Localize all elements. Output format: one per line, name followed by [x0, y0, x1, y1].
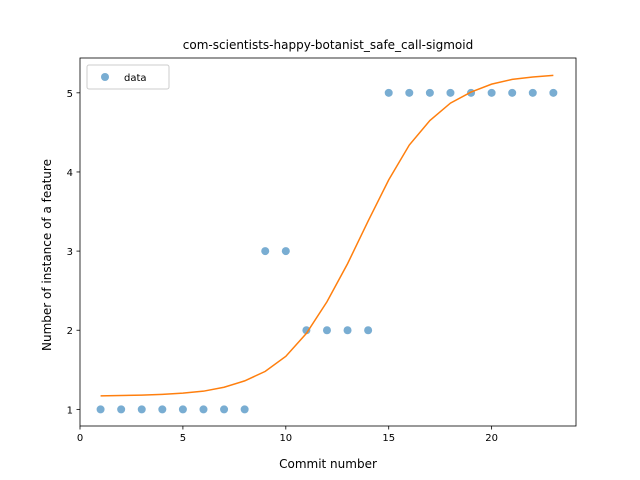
legend-marker — [101, 73, 109, 81]
data-point — [96, 405, 105, 414]
data-point — [364, 326, 373, 335]
data-point — [528, 88, 537, 97]
x-axis-label: Commit number — [279, 457, 377, 471]
data-point — [240, 405, 249, 414]
fit-line — [100, 74, 554, 397]
data-point — [220, 405, 229, 414]
legend: data — [86, 64, 170, 90]
y-tick-label: 2 — [67, 326, 73, 337]
data-point — [302, 326, 311, 335]
y-tick-label: 4 — [67, 168, 73, 179]
data-point — [425, 88, 434, 97]
data-point — [487, 88, 496, 97]
chart-title: com-scientists-happy-botanist_safe_call-… — [183, 38, 473, 52]
x-tick-label: 10 — [279, 433, 292, 444]
x-tick-label: 5 — [180, 433, 186, 444]
data-point — [199, 405, 208, 414]
data-point — [281, 247, 290, 256]
x-tick-label: 15 — [382, 433, 395, 444]
x-tick-label: 20 — [485, 433, 498, 444]
data-point — [178, 405, 187, 414]
data-point — [137, 405, 146, 414]
data-point — [343, 326, 352, 335]
axes: 0 5 10 15 20 1 2 3 4 5 — [67, 57, 577, 444]
axes-frame — [79, 57, 577, 427]
data-point — [384, 88, 393, 97]
data-point — [549, 88, 558, 97]
x-tick-label: 0 — [77, 433, 83, 444]
data-point — [322, 326, 331, 335]
y-tick-label: 3 — [67, 247, 73, 258]
plot-area — [96, 74, 558, 414]
data-point — [508, 88, 517, 97]
data-point — [117, 405, 126, 414]
data-point — [405, 88, 414, 97]
data-point — [158, 405, 167, 414]
y-tick-label: 5 — [67, 89, 73, 100]
legend-box — [86, 64, 170, 90]
data-point — [446, 88, 455, 97]
data-point — [261, 247, 270, 256]
legend-label: data — [124, 73, 147, 84]
y-axis-label: Number of instance of a feature — [40, 159, 54, 351]
y-tick-label: 1 — [67, 405, 73, 416]
